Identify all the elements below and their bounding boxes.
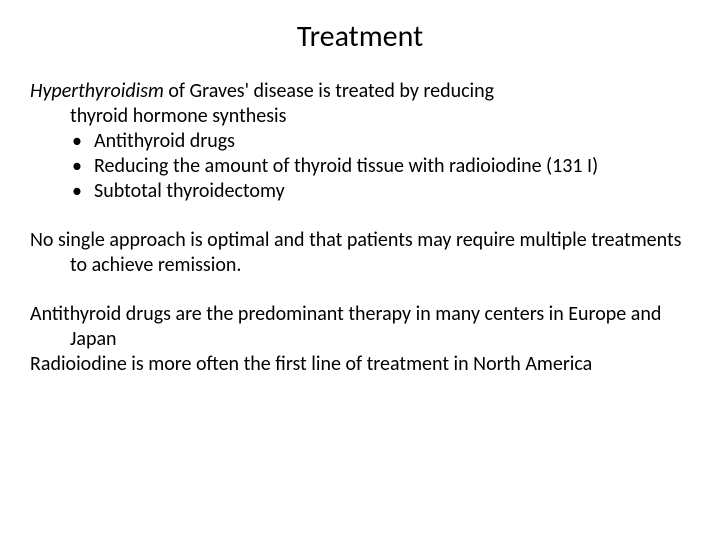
paragraph-3: Antithyroid drugs are the predominant th… xyxy=(30,302,690,352)
list-item: Antithyroid drugs xyxy=(70,129,690,154)
slide-container: Treatment Hyperthyroidism of Graves' dis… xyxy=(0,0,720,540)
list-item: Reducing the amount of thyroid tissue wi… xyxy=(70,154,690,179)
slide-content: Hyperthyroidism of Graves' disease is tr… xyxy=(30,79,690,377)
list-item: Subtotal thyroidectomy xyxy=(70,179,690,204)
intro-emphasis: Hyperthyroidism xyxy=(30,79,164,103)
intro-line-1: Hyperthyroidism of Graves' disease is tr… xyxy=(30,79,690,104)
bullet-list: Antithyroid drugs Reducing the amount of… xyxy=(30,129,690,204)
paragraph-2: No single approach is optimal and that p… xyxy=(30,228,690,278)
intro-line-2: thyroid hormone synthesis xyxy=(30,104,690,129)
paragraph-4: Radioiodine is more often the first line… xyxy=(30,352,690,377)
intro-block: Hyperthyroidism of Graves' disease is tr… xyxy=(30,79,690,204)
intro-rest: of Graves' disease is treated by reducin… xyxy=(164,79,494,103)
slide-title: Treatment xyxy=(30,18,690,55)
